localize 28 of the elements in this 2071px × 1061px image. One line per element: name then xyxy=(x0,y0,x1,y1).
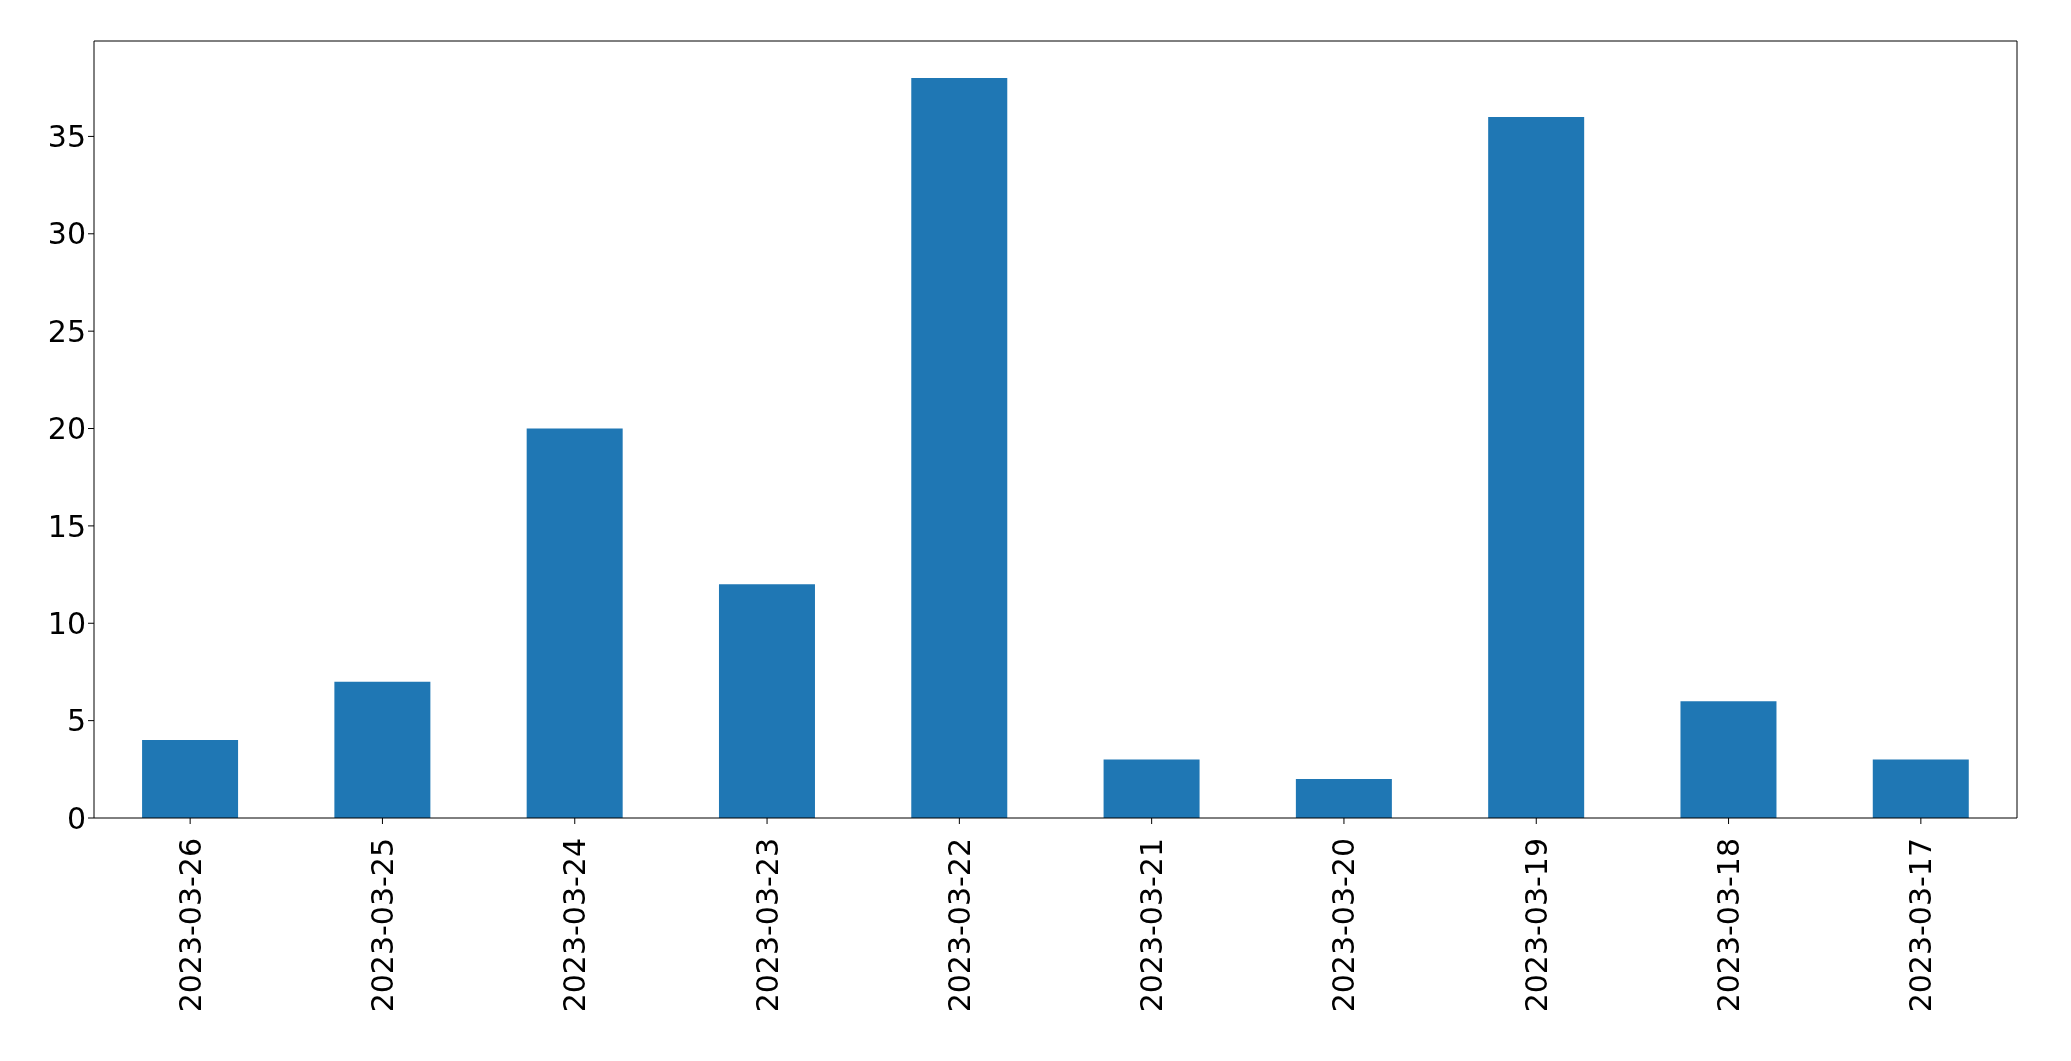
x-tick-label: 2023-03-24 xyxy=(557,838,593,1013)
bar xyxy=(1872,759,1969,818)
y-tick-label: 15 xyxy=(47,508,86,544)
y-tick-label: 5 xyxy=(66,703,86,739)
bar xyxy=(526,428,623,818)
y-tick-label: 30 xyxy=(47,216,86,252)
y-tick-label: 0 xyxy=(66,800,86,836)
y-tick-label: 25 xyxy=(47,313,86,349)
bar xyxy=(718,584,815,818)
x-tick-label: 2023-03-22 xyxy=(941,838,977,1013)
bar xyxy=(1103,759,1200,818)
x-tick-label: 2023-03-18 xyxy=(1711,838,1747,1013)
x-tick-label: 2023-03-26 xyxy=(172,838,208,1013)
x-tick-label: 2023-03-20 xyxy=(1326,838,1362,1013)
y-tick-label: 20 xyxy=(47,411,86,447)
bar xyxy=(1488,116,1585,818)
x-tick-label: 2023-03-21 xyxy=(1134,838,1170,1013)
bar xyxy=(911,78,1008,818)
bar xyxy=(1295,779,1392,818)
y-tick-label: 10 xyxy=(47,605,86,641)
x-tick-label: 2023-03-17 xyxy=(1903,838,1939,1013)
x-tick-label: 2023-03-19 xyxy=(1518,838,1554,1013)
x-tick-label: 2023-03-25 xyxy=(364,838,400,1013)
x-tick-label: 2023-03-23 xyxy=(749,838,785,1013)
bar xyxy=(142,740,239,818)
y-tick-label: 35 xyxy=(47,119,86,155)
bar xyxy=(334,681,431,818)
bar xyxy=(1680,701,1777,818)
